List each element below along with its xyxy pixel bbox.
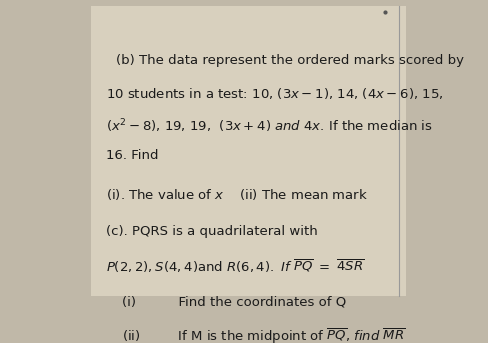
Text: $P(2,2), S(4,4)$and $R(6,4).$ $If$ $\overline{PQ}$ $=$ $\overline{4SR}$: $P(2,2), S(4,4)$and $R(6,4).$ $If$ $\ove… [105,257,363,273]
Text: (b) The data represent the ordered marks scored by: (b) The data represent the ordered marks… [116,54,463,67]
FancyBboxPatch shape [91,6,405,296]
Text: (i). The value of $x$    (ii) The mean mark: (i). The value of $x$ (ii) The mean mark [105,187,367,202]
Text: (ii)         If M is the midpoint of $\overline{PQ}$, $find$ $\overline{MR}$: (ii) If M is the midpoint of $\overline{… [122,327,405,343]
Text: 10 students in a test: 10, $(3x-1)$, 14, $(4x-6)$, 15,: 10 students in a test: 10, $(3x-1)$, 14,… [105,86,442,101]
Text: (i)          Find the coordinates of Q: (i) Find the coordinates of Q [122,295,346,308]
Text: 16. Find: 16. Find [105,150,158,162]
Text: (c). PQRS is a quadrilateral with: (c). PQRS is a quadrilateral with [105,225,317,238]
Text: $(x^2-8)$, 19, 19,  $(3x+4)$ $and$ $4x$. If the median is: $(x^2-8)$, 19, 19, $(3x+4)$ $and$ $4x$. … [105,118,431,135]
